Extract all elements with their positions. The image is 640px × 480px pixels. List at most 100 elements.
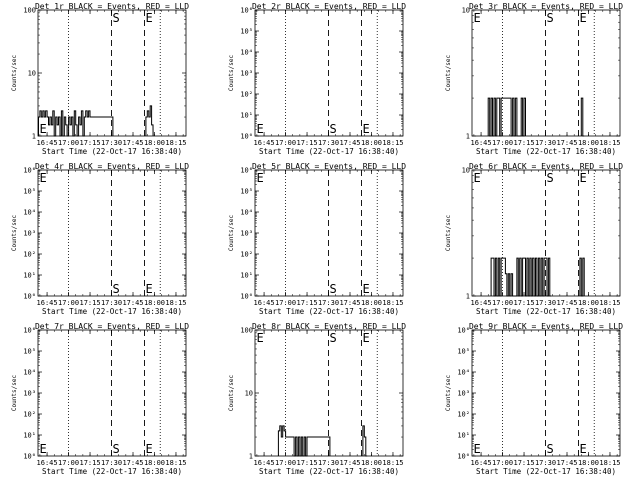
panel-det-1: Det 1r BLACK = Events, RED = LLD 1 10 100 Co…: [11, 2, 189, 156]
marker-s: S: [547, 171, 554, 185]
y-tick-label: 10⁴: [457, 369, 470, 377]
marker-e: E: [579, 171, 586, 185]
marker-s: S: [330, 282, 337, 296]
x-tick-label: 17:30: [535, 299, 556, 307]
panel-det-8: Det 8r BLACK = Events, RED = LLD 1 10 100 Co…: [228, 322, 406, 476]
series-line-events: [490, 257, 585, 297]
y-tick-label: 10⁵: [23, 188, 36, 196]
y-tick-label: 10⁴: [240, 209, 253, 217]
x-tick-label: 18:15: [382, 459, 403, 467]
y-tick-label: 10: [28, 70, 36, 78]
panel-det-5: Det 5r BLACK = Events, RED = LLD 10⁰ 10¹ 10…: [228, 162, 406, 316]
y-axis-label: Counts/sec: [445, 55, 452, 92]
y-axis-label: Counts/sec: [11, 375, 18, 412]
plot-frame: [471, 329, 621, 457]
x-tick-label: 18:00: [144, 139, 165, 147]
y-tick-label: 1: [466, 133, 470, 141]
y-tick-label: 10⁵: [240, 28, 253, 36]
x-axis-label: Start Time (22-Oct-17 16:38:40): [42, 307, 182, 316]
marker-e: E: [362, 331, 369, 345]
x-axis-label: Start Time (22-Oct-17 16:38:40): [476, 467, 616, 476]
y-tick-label: 10⁶: [23, 327, 36, 335]
y-tick-label: 10⁶: [240, 167, 253, 175]
panel-title: Det 3r BLACK = Events, RED = LLD: [469, 2, 623, 11]
y-tick-label: 10¹: [240, 272, 253, 280]
marker-e: E: [256, 331, 263, 345]
x-tick-label: 17:30: [101, 139, 122, 147]
y-axis-label: Counts/sec: [228, 55, 235, 92]
y-tick-label: 10¹: [457, 432, 470, 440]
x-tick-label: 17:15: [296, 299, 317, 307]
y-tick-label: 10³: [457, 390, 470, 398]
y-tick-label: 10⁰: [240, 293, 253, 301]
x-tick-label: 17:30: [318, 459, 339, 467]
x-tick-label: 17:45: [122, 139, 143, 147]
y-tick-label: 10⁰: [23, 453, 36, 461]
x-tick-label: 17:45: [339, 139, 360, 147]
panel-title: Det 6r BLACK = Events, RED = LLD: [469, 162, 623, 171]
marker-s: S: [330, 122, 337, 136]
x-axis-label: Start Time (22-Oct-17 16:38:40): [42, 467, 182, 476]
series-line-events: [38, 105, 154, 137]
series-line-events: [487, 97, 585, 137]
x-tick-label: 18:00: [361, 139, 382, 147]
x-tick-label: 18:00: [361, 299, 382, 307]
marker-e: E: [145, 282, 152, 296]
y-tick-label: 10¹: [23, 272, 36, 280]
x-tick-label: 17:00: [492, 139, 513, 147]
y-tick-label: 10³: [23, 390, 36, 398]
y-axis-label: Counts/sec: [445, 215, 452, 252]
x-tick-label: 18:00: [144, 299, 165, 307]
plot-frame: [37, 329, 187, 457]
x-tick-label: 17:45: [556, 139, 577, 147]
y-tick-label: 10⁵: [240, 188, 253, 196]
marker-e: E: [256, 171, 263, 185]
x-tick-label: 17:00: [58, 139, 79, 147]
y-tick-label: 1: [249, 453, 253, 461]
x-tick-label: 18:15: [165, 139, 186, 147]
marker-e: E: [362, 122, 369, 136]
x-tick-label: 18:00: [578, 139, 599, 147]
y-tick-label: 100: [23, 7, 36, 15]
x-tick-label: 17:45: [122, 299, 143, 307]
y-tick-label: 10⁵: [457, 348, 470, 356]
y-tick-label: 1: [32, 133, 36, 141]
x-tick-label: 16:45: [37, 139, 58, 147]
y-axis-label: Counts/sec: [228, 215, 235, 252]
marker-e: E: [579, 11, 586, 25]
x-tick-label: 16:45: [471, 299, 492, 307]
x-tick-label: 17:15: [513, 299, 534, 307]
panel-det-6: Det 6r BLACK = Events, RED = LLD 1 10 Count…: [445, 162, 623, 316]
x-tick-label: 17:15: [79, 459, 100, 467]
plot-frame: [254, 169, 404, 297]
marker-s: S: [113, 11, 120, 25]
panel-title: Det 7r BLACK = Events, RED = LLD: [35, 322, 189, 331]
y-tick-label: 10²: [240, 251, 253, 259]
x-tick-label: 17:00: [58, 299, 79, 307]
x-tick-label: 18:15: [165, 459, 186, 467]
marker-s: S: [113, 282, 120, 296]
marker-s: S: [330, 331, 337, 345]
x-axis-label: Start Time (22-Oct-17 16:38:40): [42, 147, 182, 156]
y-tick-label: 10³: [240, 230, 253, 238]
x-axis-label: Start Time (22-Oct-17 16:38:40): [476, 307, 616, 316]
plot-frame: [37, 169, 187, 297]
marker-e: E: [473, 171, 480, 185]
x-tick-label: 17:00: [492, 459, 513, 467]
marker-s: S: [547, 442, 554, 456]
marker-e: E: [362, 282, 369, 296]
panel-title: Det 8r BLACK = Events, RED = LLD: [252, 322, 406, 331]
marker-e: E: [256, 122, 263, 136]
x-axis-label: Start Time (22-Oct-17 16:38:40): [476, 147, 616, 156]
x-tick-label: 17:30: [318, 139, 339, 147]
y-tick-label: 1: [466, 293, 470, 301]
x-tick-label: 16:45: [37, 459, 58, 467]
plot-frame: [254, 9, 404, 137]
x-tick-label: 17:15: [513, 139, 534, 147]
y-axis-label: Counts/sec: [11, 55, 18, 92]
x-tick-label: 17:30: [535, 459, 556, 467]
x-tick-label: 17:30: [101, 459, 122, 467]
y-tick-label: 100: [240, 327, 253, 335]
y-tick-label: 10: [462, 7, 470, 15]
